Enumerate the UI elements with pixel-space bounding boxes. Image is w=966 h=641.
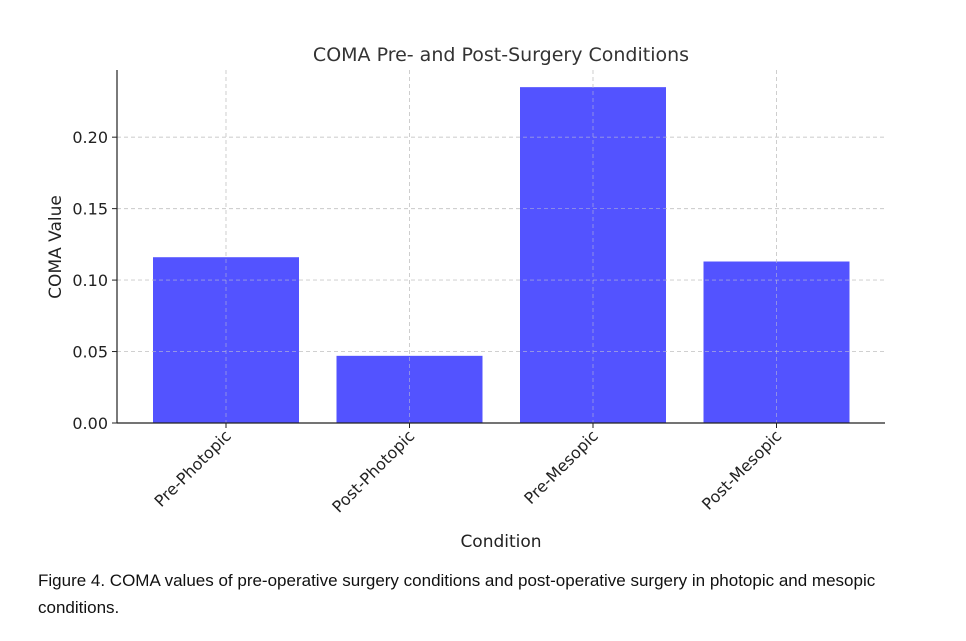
y-tick-label: 0.20 [72, 128, 108, 147]
y-tick-label: 0.00 [72, 414, 108, 433]
y-tick-label: 0.10 [72, 271, 108, 290]
y-ticks: 0.00 0.05 0.10 0.15 0.20 [72, 128, 117, 433]
x-tick-label: Pre-Photopic [151, 426, 235, 510]
y-tick-label: 0.05 [72, 343, 108, 362]
coma-bar-chart: COMA Pre- and Post-Surgery Conditions 0.… [46, 44, 885, 552]
x-ticks: Pre-Photopic Post-Photopic Pre-Mesopic Post… [151, 423, 785, 516]
bar-post-mesopic [703, 261, 850, 423]
chart-title: COMA Pre- and Post-Surgery Conditions [313, 44, 689, 66]
y-axis-label: COMA Value [46, 195, 66, 299]
x-tick-label: Post-Mesopic [698, 426, 785, 513]
figure-caption: Figure 4. COMA values of pre-operative s… [38, 571, 876, 617]
x-axis-label: Condition [460, 532, 541, 552]
x-tick-label: Pre-Mesopic [520, 426, 602, 508]
x-tick-label: Post-Photopic [328, 426, 418, 516]
bars-group [117, 70, 885, 424]
axes [116, 70, 885, 424]
y-tick-label: 0.15 [72, 200, 108, 219]
